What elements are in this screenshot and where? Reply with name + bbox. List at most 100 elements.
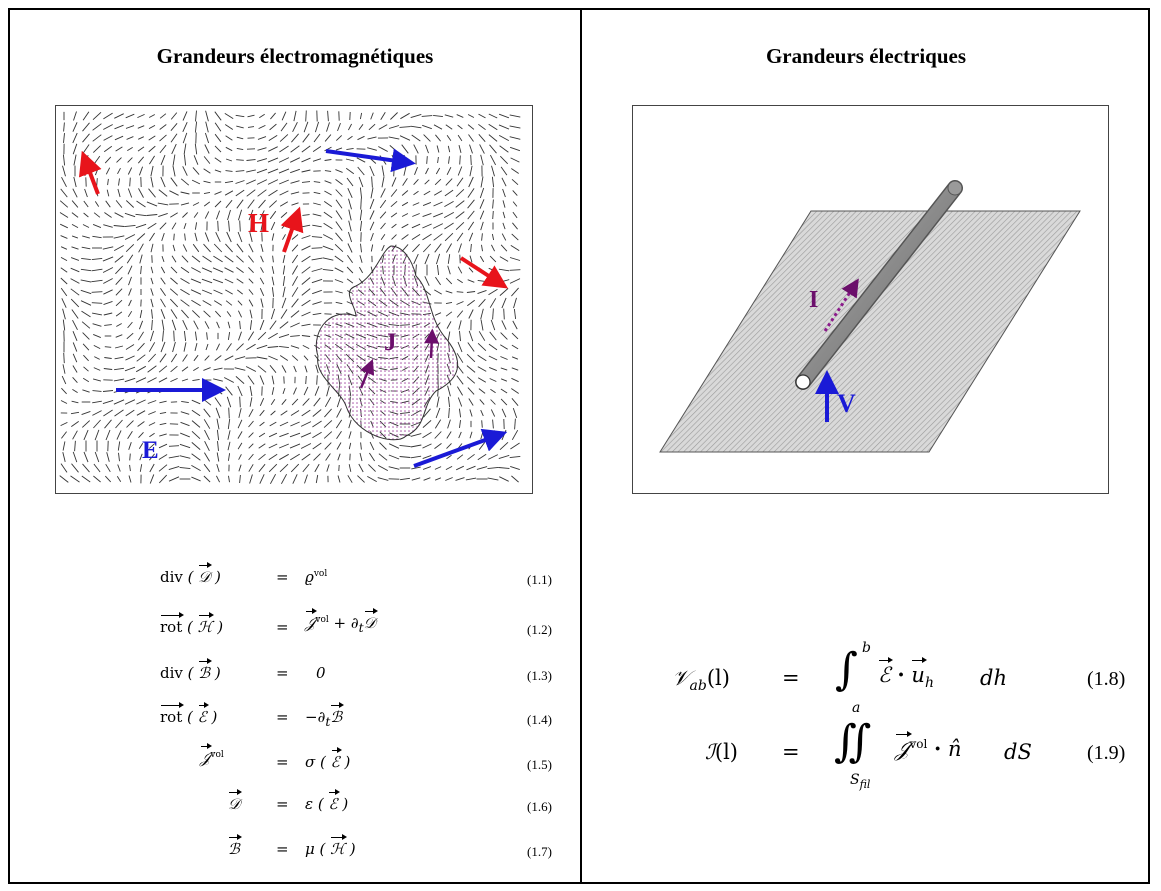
field-vector bbox=[113, 225, 125, 227]
field-vector bbox=[509, 114, 521, 118]
field-vector bbox=[127, 310, 133, 318]
field-vector bbox=[216, 321, 220, 329]
field-vector bbox=[105, 200, 111, 208]
field-vector bbox=[302, 133, 310, 143]
field-vector bbox=[291, 355, 299, 361]
field-vector bbox=[290, 453, 300, 461]
field-vector bbox=[182, 320, 188, 330]
field-vector bbox=[447, 396, 451, 408]
field-vector bbox=[228, 407, 230, 419]
field-vector bbox=[410, 455, 422, 459]
field-vector bbox=[248, 209, 254, 221]
field-vector bbox=[426, 156, 428, 164]
field-vector bbox=[422, 443, 432, 449]
page-frame bbox=[8, 8, 1150, 884]
field-vector bbox=[128, 288, 132, 296]
field-vector bbox=[212, 267, 224, 273]
field-vector bbox=[160, 154, 166, 166]
field-vector bbox=[137, 113, 145, 119]
h-field-arrow bbox=[459, 256, 509, 289]
field-vector bbox=[458, 144, 462, 154]
field-vector bbox=[191, 465, 201, 471]
field-vector bbox=[509, 136, 521, 140]
field-vector bbox=[169, 288, 179, 296]
field-vector bbox=[411, 477, 421, 481]
field-vector bbox=[443, 212, 455, 218]
integral-sign: ∫ bbox=[835, 644, 858, 695]
field-vector bbox=[70, 298, 80, 308]
field-vector bbox=[223, 377, 235, 383]
field-vector bbox=[360, 442, 362, 450]
field-vector bbox=[513, 308, 517, 320]
field-vector bbox=[281, 223, 287, 229]
field-vector bbox=[128, 475, 132, 483]
field-vector bbox=[467, 342, 475, 352]
field-vector bbox=[62, 451, 66, 463]
field-vector bbox=[204, 321, 210, 329]
field-vector bbox=[256, 179, 268, 185]
field-vector bbox=[368, 123, 376, 131]
field-vector bbox=[191, 310, 201, 318]
field-vector bbox=[194, 232, 198, 242]
field-vector bbox=[103, 224, 113, 228]
field-vector bbox=[445, 311, 453, 317]
eq-op: = bbox=[276, 708, 289, 726]
field-vector bbox=[447, 385, 451, 397]
field-vector bbox=[458, 431, 462, 439]
field-vector bbox=[149, 432, 155, 438]
field-vector bbox=[70, 267, 80, 273]
field-vector bbox=[237, 442, 243, 450]
field-vector bbox=[206, 332, 208, 340]
field-vector bbox=[401, 201, 409, 207]
field-vector bbox=[322, 268, 334, 272]
field-vector bbox=[259, 375, 265, 385]
eq-rhs: ε ( ℰ ) bbox=[305, 789, 349, 813]
field-vector bbox=[490, 244, 496, 252]
field-vector bbox=[150, 277, 154, 285]
field-vector bbox=[81, 410, 91, 416]
field-vector bbox=[291, 244, 299, 252]
field-vector bbox=[217, 441, 219, 451]
field-vector bbox=[312, 312, 322, 316]
field-vector bbox=[269, 365, 277, 373]
field-vector bbox=[271, 233, 275, 241]
field-vector bbox=[369, 165, 375, 177]
field-vector bbox=[160, 341, 166, 353]
field-vector bbox=[215, 407, 221, 419]
field-vector bbox=[502, 200, 506, 208]
field-vector bbox=[158, 474, 168, 484]
field-vector bbox=[278, 333, 290, 339]
field-vector bbox=[60, 277, 68, 285]
field-vector bbox=[224, 267, 234, 273]
field-vector bbox=[82, 389, 90, 393]
field-vector bbox=[490, 409, 496, 417]
field-vector bbox=[393, 165, 395, 177]
field-vector bbox=[466, 365, 476, 373]
field-vector bbox=[432, 223, 444, 229]
field-vector bbox=[150, 288, 154, 296]
field-vector bbox=[236, 136, 244, 140]
field-vector bbox=[193, 212, 199, 218]
field-vector bbox=[214, 200, 222, 208]
field-vector bbox=[105, 463, 111, 473]
field-vector bbox=[102, 390, 114, 392]
field-vector bbox=[138, 243, 144, 253]
field-vector bbox=[247, 126, 255, 128]
field-vector bbox=[171, 319, 177, 331]
field-vector bbox=[214, 122, 222, 132]
field-vector bbox=[70, 411, 80, 415]
field-vector bbox=[182, 166, 188, 176]
field-vector bbox=[235, 170, 245, 172]
field-vector bbox=[511, 398, 519, 406]
field-vector bbox=[151, 319, 153, 331]
eq-number: (1.6) bbox=[527, 799, 552, 814]
eq-op: = bbox=[782, 740, 800, 764]
field-vector bbox=[358, 124, 364, 130]
field-vector bbox=[512, 320, 518, 330]
field-vector bbox=[192, 202, 200, 206]
field-vector bbox=[278, 157, 290, 163]
field-vector bbox=[82, 111, 90, 121]
field-vector bbox=[226, 311, 232, 317]
field-vector bbox=[158, 189, 168, 197]
field-vector bbox=[435, 407, 441, 419]
